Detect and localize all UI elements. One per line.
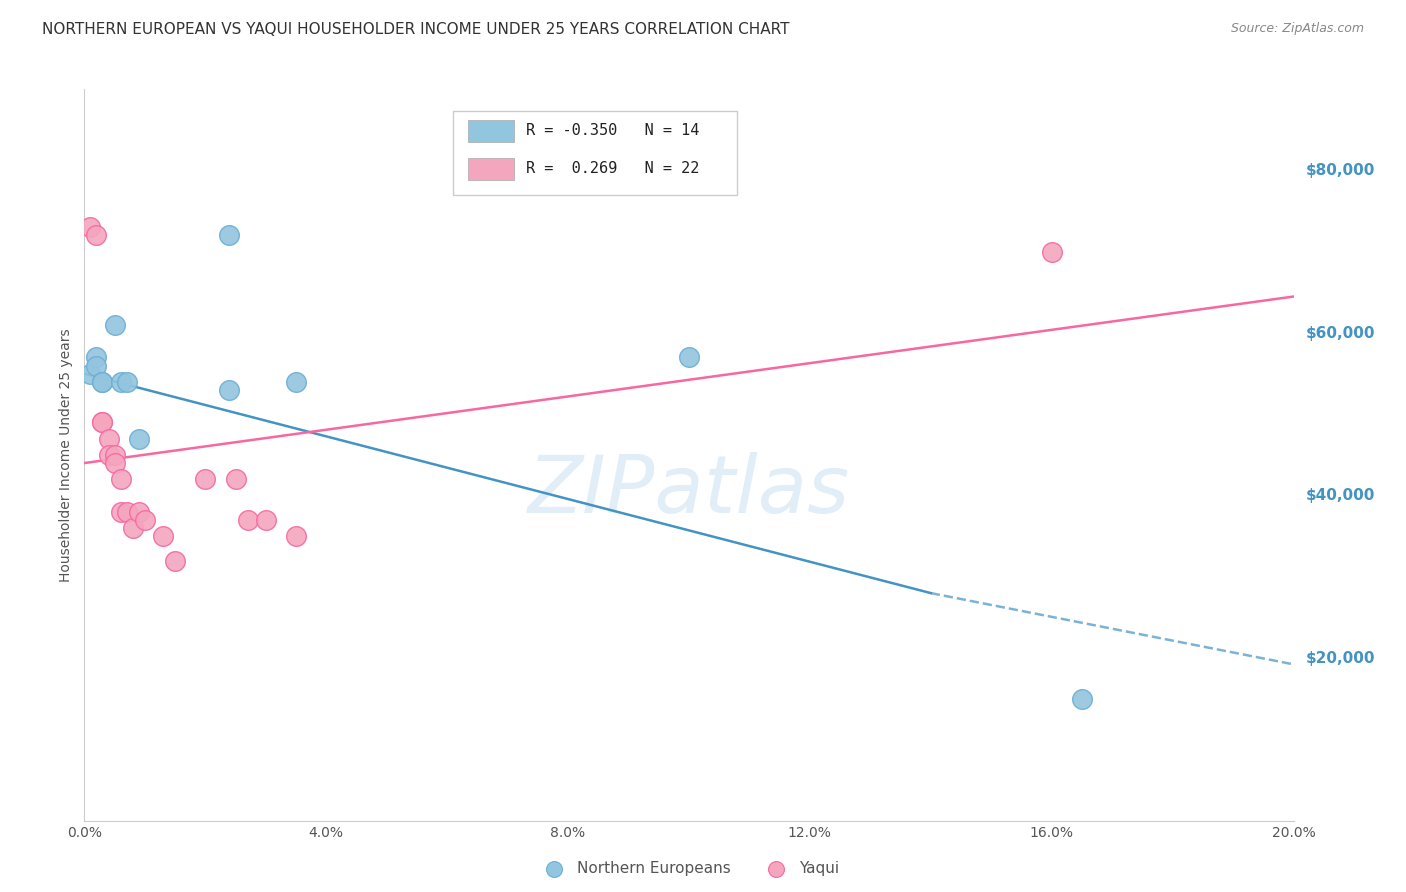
Text: Source: ZipAtlas.com: Source: ZipAtlas.com: [1230, 22, 1364, 36]
FancyBboxPatch shape: [468, 120, 513, 142]
Point: [86, 228, 108, 243]
Point: [218, 383, 240, 397]
Point: [91, 375, 114, 389]
Point: [86, 351, 108, 365]
Text: $60,000: $60,000: [1306, 326, 1375, 341]
Point: [678, 351, 700, 365]
Point: [134, 513, 156, 527]
Point: [104, 456, 127, 470]
Point: [284, 529, 308, 543]
Point: [115, 505, 138, 519]
Point: [115, 375, 138, 389]
Point: [110, 472, 132, 486]
Text: R = -0.350   N = 14: R = -0.350 N = 14: [526, 123, 699, 138]
Point: [225, 472, 247, 486]
Text: $80,000: $80,000: [1306, 163, 1375, 178]
Point: [97, 432, 120, 446]
Y-axis label: Householder Income Under 25 years: Householder Income Under 25 years: [59, 328, 73, 582]
Point: [194, 472, 217, 486]
Point: [110, 505, 132, 519]
Point: [121, 521, 143, 535]
Text: $20,000: $20,000: [1306, 650, 1375, 665]
Point: [284, 375, 308, 389]
Point: [236, 513, 259, 527]
Point: [86, 359, 108, 373]
Point: [79, 220, 101, 235]
Legend: Northern Europeans, Yaqui: Northern Europeans, Yaqui: [533, 855, 845, 882]
FancyBboxPatch shape: [453, 112, 737, 195]
Point: [152, 529, 174, 543]
Point: [104, 318, 127, 332]
Point: [91, 416, 114, 430]
Text: R =  0.269   N = 22: R = 0.269 N = 22: [526, 161, 699, 177]
Text: $40,000: $40,000: [1306, 488, 1375, 503]
Point: [1040, 244, 1063, 259]
FancyBboxPatch shape: [468, 158, 513, 180]
Point: [79, 367, 101, 381]
Point: [128, 432, 150, 446]
Point: [110, 375, 132, 389]
Point: [218, 228, 240, 243]
Point: [91, 375, 114, 389]
Point: [91, 416, 114, 430]
Point: [97, 448, 120, 462]
Text: ZIPatlas: ZIPatlas: [527, 452, 851, 531]
Point: [104, 448, 127, 462]
Point: [254, 513, 277, 527]
Point: [163, 553, 186, 567]
Text: NORTHERN EUROPEAN VS YAQUI HOUSEHOLDER INCOME UNDER 25 YEARS CORRELATION CHART: NORTHERN EUROPEAN VS YAQUI HOUSEHOLDER I…: [42, 22, 790, 37]
Point: [128, 505, 150, 519]
Point: [1071, 691, 1094, 706]
